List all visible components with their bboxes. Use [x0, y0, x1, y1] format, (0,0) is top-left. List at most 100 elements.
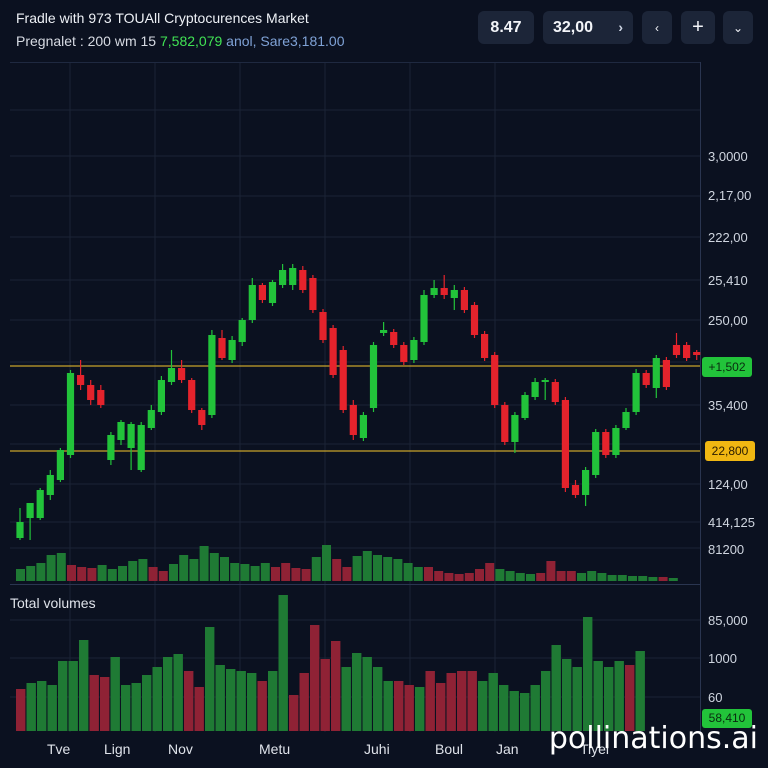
- candle-body: [167, 368, 176, 382]
- volume-panel-bar: [152, 667, 162, 731]
- volume-bar: [597, 573, 607, 581]
- volume-panel-bar: [320, 659, 330, 731]
- volume-panel-bar: [194, 687, 204, 731]
- volume-axis-label: 60: [708, 690, 722, 705]
- volume-bar: [67, 565, 76, 581]
- price-display-button[interactable]: 8.47: [478, 11, 534, 44]
- volume-bar: [495, 569, 505, 581]
- volume-bar: [332, 559, 342, 581]
- volume-bar: [56, 553, 66, 581]
- volume-bar: [505, 571, 515, 581]
- volume-bar: [383, 557, 393, 581]
- prev-button[interactable]: ‹: [642, 11, 672, 44]
- price-tag-bg: [705, 441, 755, 461]
- volume-panel-bar: [215, 665, 225, 731]
- candle-body: [632, 373, 640, 412]
- candle-body: [137, 425, 145, 470]
- candle-body: [592, 432, 600, 475]
- volume-bar: [230, 563, 240, 581]
- candles: [16, 264, 701, 540]
- subtitle-stats: Pregnalet : 200 wm 15: [16, 33, 157, 49]
- candle-body: [511, 415, 519, 442]
- volume-panel-bar: [404, 685, 414, 731]
- volume-bar: [26, 566, 36, 581]
- candle-body: [571, 485, 580, 495]
- volume-bar: [138, 559, 148, 581]
- price-tags: +1,502 22,800: [702, 357, 755, 461]
- price-select-button[interactable]: 32,00 ›: [543, 11, 633, 44]
- volume-bar: [628, 576, 637, 581]
- candle-body: [622, 412, 630, 428]
- volume-panel-bar: [173, 654, 183, 731]
- candle-body: [319, 312, 327, 340]
- price-display-label: 8.47: [490, 18, 522, 36]
- time-axis-label: Juhi: [364, 741, 390, 757]
- candle-body: [16, 522, 24, 538]
- volume-panel-bar: [625, 665, 635, 731]
- candle-body: [501, 405, 509, 442]
- candle-body: [430, 288, 438, 295]
- price-axis-label: 35,400: [708, 398, 748, 413]
- volume-bar: [148, 567, 158, 581]
- volume-bar: [281, 563, 291, 581]
- candle-body: [178, 368, 186, 380]
- volume-panel-bar: [26, 683, 36, 731]
- volume-panel-bar: [47, 685, 57, 731]
- candle-body: [420, 295, 428, 342]
- volume-bar: [373, 555, 382, 581]
- volume-panel-bar: [205, 627, 215, 731]
- candle-body: [26, 503, 34, 518]
- time-axis-label: Boul: [435, 741, 463, 757]
- volume-panel-bar: [509, 691, 519, 731]
- volume-panel-bar: [299, 673, 309, 731]
- more-options-button[interactable]: ⌄: [723, 11, 753, 44]
- price-axis-label: 222,00: [708, 230, 748, 245]
- chart-top-border: [10, 62, 700, 63]
- volume-bar: [36, 563, 46, 581]
- volume-panel-bar: [142, 675, 152, 731]
- price-axis-labels: 3,0000 2,17,00 222,00 25,410 250,00 35,400 124…: [708, 149, 755, 557]
- candle-body: [36, 490, 44, 518]
- candle-body: [521, 395, 529, 418]
- volume-panel-bar: [131, 683, 141, 731]
- candle-body: [460, 290, 468, 310]
- volume-panel-bar: [236, 671, 246, 731]
- volume-panel-bar: [425, 671, 435, 731]
- volume-bar: [352, 556, 362, 581]
- volume-bar: [444, 573, 454, 581]
- time-axis-label: Tiyel: [580, 741, 609, 757]
- price-tag-label: 22,800: [712, 444, 749, 458]
- volume-panel-bar: [593, 661, 603, 731]
- price-select-label: 32,00: [553, 18, 594, 36]
- volume-bar: [393, 559, 403, 581]
- volume-bar: [311, 557, 321, 581]
- volume-bar: [209, 553, 219, 581]
- volume-panel-bar: [436, 683, 446, 731]
- candle-body: [127, 424, 135, 448]
- volume-bar: [322, 545, 331, 581]
- volume-panel-bar: [331, 641, 341, 731]
- volume-panel-bar: [551, 645, 561, 731]
- volume-panel-bar: [79, 640, 89, 731]
- candle-body: [46, 475, 54, 495]
- chart-grid: [10, 63, 700, 732]
- volume-panel-bar: [37, 681, 47, 731]
- volume-tag-label: 58,410: [709, 711, 746, 725]
- volume-bar: [536, 573, 546, 581]
- volume-panel-bar: [362, 657, 372, 731]
- price-tag-bg: [702, 357, 752, 377]
- candle-body: [329, 328, 337, 375]
- volume-panel-bar: [604, 667, 614, 731]
- candle-body: [157, 380, 165, 412]
- volume-bar: [158, 571, 168, 581]
- add-indicator-button[interactable]: +: [681, 11, 715, 44]
- volume-bar: [107, 569, 117, 581]
- candle-body: [531, 382, 539, 397]
- candle-body: [662, 360, 670, 387]
- volume-bar: [118, 566, 127, 581]
- volume-panel-bar: [341, 667, 351, 731]
- price-axis-label: 25,410: [708, 273, 748, 288]
- candle-body: [602, 432, 610, 455]
- chevron-left-icon: ‹: [655, 20, 659, 35]
